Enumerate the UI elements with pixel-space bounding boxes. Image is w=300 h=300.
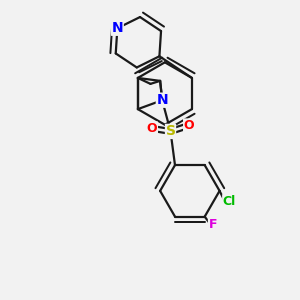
Text: O: O — [184, 119, 194, 132]
Text: Cl: Cl — [223, 195, 236, 208]
Text: S: S — [166, 124, 176, 138]
Text: O: O — [147, 122, 158, 135]
Text: F: F — [208, 218, 217, 230]
Text: N: N — [112, 21, 123, 35]
Text: N: N — [156, 93, 168, 107]
